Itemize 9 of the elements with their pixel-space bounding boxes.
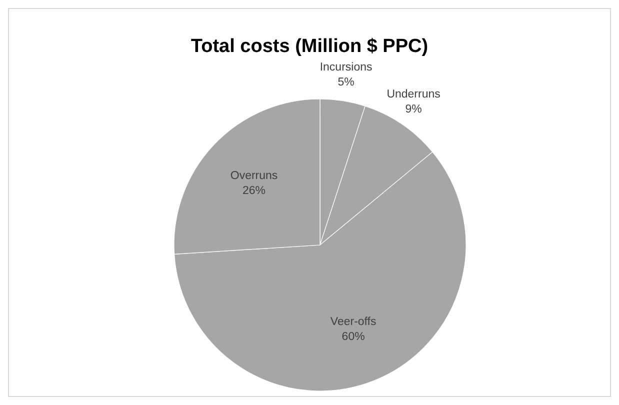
slice-label: Overruns (230, 170, 278, 182)
chart-title: Total costs (Million $ PPC) (190, 36, 428, 57)
slice-label: Underruns (386, 88, 441, 100)
slice-label: Incursions (320, 62, 372, 74)
data-label: 60% (342, 331, 365, 344)
data-label: 5% (338, 76, 354, 89)
data-label: 26% (242, 185, 266, 198)
slice-label: Veer-offs (330, 316, 376, 328)
data-label: 9% (405, 103, 422, 116)
